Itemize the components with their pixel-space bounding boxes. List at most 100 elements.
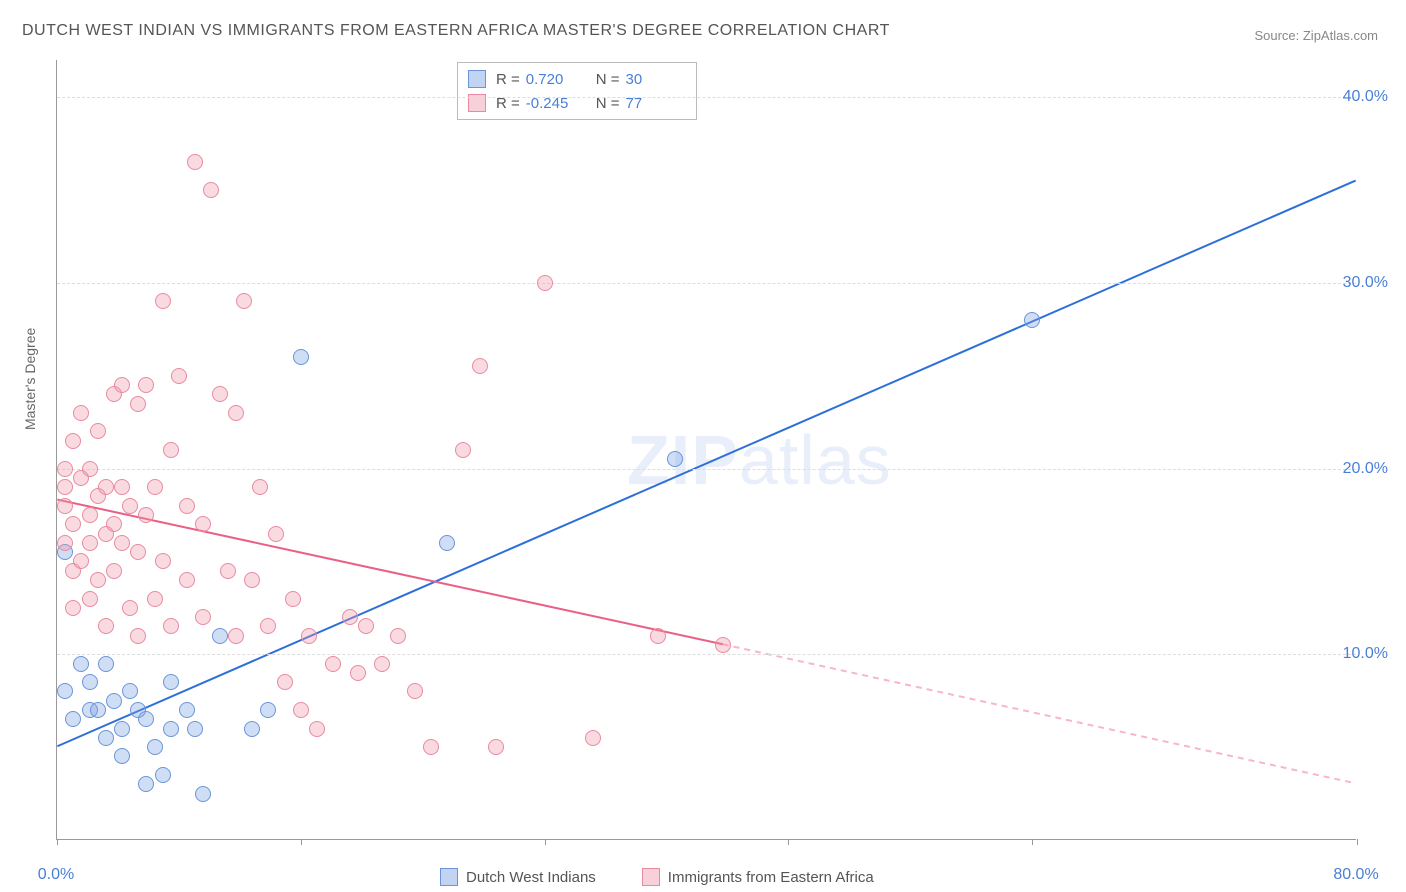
scatter-point-eafrica [73, 553, 89, 569]
scatter-point-eafrica [147, 591, 163, 607]
x-tick [1032, 839, 1033, 845]
scatter-point-eafrica [65, 433, 81, 449]
scatter-point-eafrica [163, 618, 179, 634]
scatter-point-eafrica [228, 405, 244, 421]
x-tick [788, 839, 789, 845]
swatch-blue-icon [440, 868, 458, 886]
stats-row-dutch: R = 0.720 N = 30 [468, 67, 686, 91]
gridline [57, 97, 1356, 98]
scatter-point-eafrica [358, 618, 374, 634]
scatter-point-eafrica [423, 739, 439, 755]
scatter-point-eafrica [90, 423, 106, 439]
gridline [57, 469, 1356, 470]
scatter-point-eafrica [488, 739, 504, 755]
swatch-blue-icon [468, 70, 486, 88]
gridline [57, 654, 1356, 655]
scatter-point-eafrica [715, 637, 731, 653]
y-axis-label: Master's Degree [22, 328, 38, 430]
scatter-point-eafrica [252, 479, 268, 495]
scatter-point-eafrica [106, 563, 122, 579]
scatter-point-eafrica [325, 656, 341, 672]
scatter-point-eafrica [114, 479, 130, 495]
x-tick [545, 839, 546, 845]
n-label: N = [596, 71, 620, 88]
scatter-point-dutch [179, 702, 195, 718]
scatter-point-eafrica [130, 396, 146, 412]
scatter-point-dutch [1024, 312, 1040, 328]
scatter-point-eafrica [57, 479, 73, 495]
scatter-point-dutch [212, 628, 228, 644]
scatter-point-eafrica [195, 609, 211, 625]
scatter-point-dutch [98, 730, 114, 746]
watermark-bold: ZIP [627, 421, 739, 499]
scatter-point-eafrica [285, 591, 301, 607]
scatter-point-dutch [163, 721, 179, 737]
n-value-dutch: 30 [626, 71, 686, 88]
stats-legend-box: R = 0.720 N = 30 R = -0.245 N = 77 [457, 62, 697, 120]
y-tick-label: 40.0% [1343, 88, 1388, 106]
scatter-point-eafrica [57, 535, 73, 551]
scatter-point-eafrica [260, 618, 276, 634]
r-label: R = [496, 71, 520, 88]
scatter-point-eafrica [350, 665, 366, 681]
gridline [57, 283, 1356, 284]
stats-row-eafrica: R = -0.245 N = 77 [468, 91, 686, 115]
scatter-point-eafrica [171, 368, 187, 384]
scatter-point-eafrica [212, 386, 228, 402]
scatter-point-eafrica [179, 572, 195, 588]
scatter-point-dutch [187, 721, 203, 737]
scatter-point-dutch [667, 451, 683, 467]
x-tick-0: 0.0% [38, 866, 74, 884]
scatter-point-eafrica [309, 721, 325, 737]
scatter-point-eafrica [122, 498, 138, 514]
scatter-point-eafrica [114, 535, 130, 551]
scatter-point-eafrica [179, 498, 195, 514]
scatter-point-eafrica [114, 377, 130, 393]
scatter-point-eafrica [268, 526, 284, 542]
scatter-point-eafrica [65, 516, 81, 532]
scatter-point-eafrica [537, 275, 553, 291]
source-attribution: Source: ZipAtlas.com [1254, 28, 1378, 43]
scatter-point-eafrica [585, 730, 601, 746]
scatter-point-dutch [65, 711, 81, 727]
scatter-point-eafrica [342, 609, 358, 625]
scatter-point-dutch [57, 683, 73, 699]
y-tick-label: 20.0% [1343, 460, 1388, 478]
scatter-point-dutch [439, 535, 455, 551]
scatter-point-dutch [138, 776, 154, 792]
scatter-point-eafrica [277, 674, 293, 690]
scatter-point-eafrica [301, 628, 317, 644]
scatter-point-eafrica [98, 479, 114, 495]
scatter-point-eafrica [293, 702, 309, 718]
scatter-point-eafrica [374, 656, 390, 672]
scatter-point-eafrica [73, 405, 89, 421]
scatter-point-eafrica [220, 563, 236, 579]
scatter-point-eafrica [155, 553, 171, 569]
scatter-point-eafrica [130, 544, 146, 560]
chart-title: DUTCH WEST INDIAN VS IMMIGRANTS FROM EAS… [22, 22, 890, 40]
scatter-point-eafrica [163, 442, 179, 458]
scatter-point-dutch [73, 656, 89, 672]
scatter-point-eafrica [57, 498, 73, 514]
scatter-point-dutch [195, 786, 211, 802]
scatter-point-eafrica [236, 293, 252, 309]
x-tick [57, 839, 58, 845]
x-tick [301, 839, 302, 845]
scatter-point-dutch [155, 767, 171, 783]
scatter-point-dutch [122, 683, 138, 699]
scatter-point-eafrica [244, 572, 260, 588]
scatter-point-dutch [293, 349, 309, 365]
legend-label-eafrica: Immigrants from Eastern Africa [668, 869, 874, 886]
scatter-point-eafrica [187, 154, 203, 170]
scatter-point-eafrica [130, 628, 146, 644]
scatter-point-eafrica [82, 591, 98, 607]
scatter-point-eafrica [138, 377, 154, 393]
watermark-thin: atlas [739, 421, 892, 499]
scatter-point-eafrica [106, 516, 122, 532]
y-tick-label: 30.0% [1343, 274, 1388, 292]
scatter-point-dutch [138, 711, 154, 727]
scatter-point-dutch [82, 674, 98, 690]
scatter-point-dutch [114, 721, 130, 737]
scatter-point-dutch [90, 702, 106, 718]
scatter-point-dutch [147, 739, 163, 755]
